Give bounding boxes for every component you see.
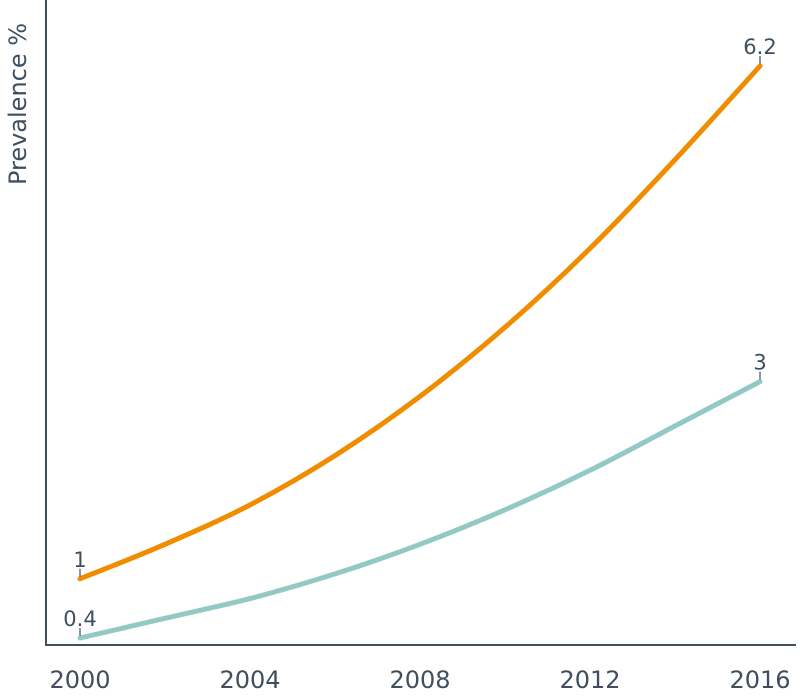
series-layer [77,63,763,641]
x-tick-label: 2004 [219,666,280,694]
data-label-start: 0.4 [63,607,96,631]
y-axis-title: Prevalence % [4,23,32,185]
x-tick-label: 2000 [49,666,110,694]
x-tick-label: 2016 [729,666,790,694]
series-line-0 [77,63,763,582]
data-label-end: 3 [753,351,766,375]
data-label-start: 1 [73,548,86,572]
data-labels: 1 6.2 0.4 3 [63,35,777,636]
x-tick-label: 2012 [559,666,620,694]
series-line-1 [77,379,763,641]
x-tick-label: 2008 [389,666,450,694]
x-axis-ticks: 2000 2004 2008 2012 2016 [49,666,790,694]
data-label-end: 6.2 [743,35,776,59]
